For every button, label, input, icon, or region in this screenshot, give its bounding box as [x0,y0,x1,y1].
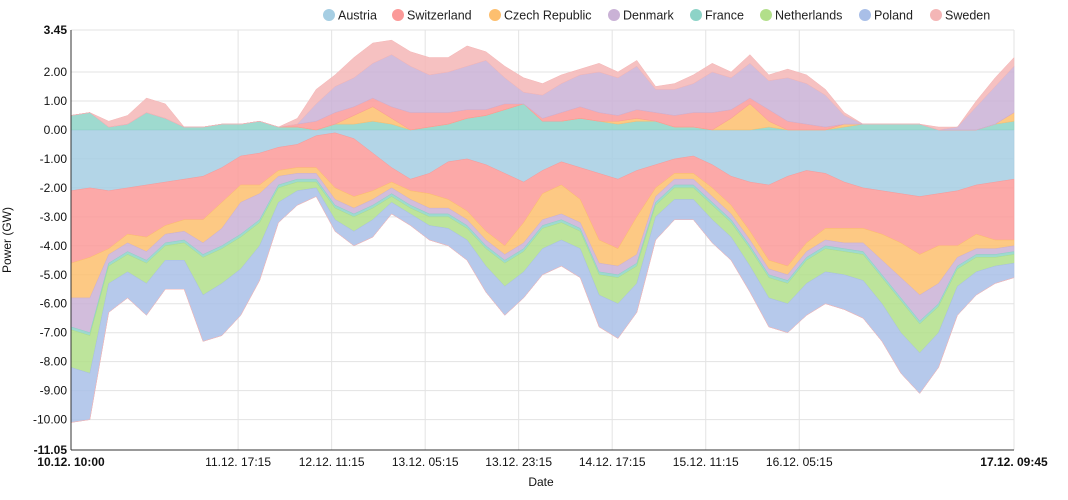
x-tick-label: 12.12. 11:15 [299,455,365,469]
y-tick-label: -3.00 [40,210,68,224]
y-tick-label: -8.00 [40,355,68,369]
legend-label: Denmark [623,9,674,23]
x-tick-label: 16.12. 05:15 [766,455,833,469]
x-tick-label: 14.12. 17:15 [579,455,646,469]
legend-item-austria[interactable]: Austria [323,9,377,23]
legend-swatch [323,9,335,21]
x-axis-title: Date [528,475,554,489]
x-axis-ticks: 10.12. 10:00 11.12. 17:15 12.12. 11:15 13.1… [37,455,1048,469]
y-tick-label: 0.00 [44,123,68,137]
x-tick-label: 17.12. 09:45 [980,455,1048,469]
x-tick-label: 15.12. 11:15 [673,455,739,469]
y-tick-label: -7.00 [40,326,68,340]
y-tick-label: -1.00 [40,152,68,166]
legend-item-denmark[interactable]: Denmark [608,9,674,23]
legend-swatch [930,9,942,21]
y-tick-label: -5.00 [40,268,68,282]
x-tick-label: 13.12. 23:15 [485,455,552,469]
legend-swatch [489,9,501,21]
y-tick-label: -4.00 [40,239,68,253]
legend-label: Netherlands [775,9,842,23]
legend-item-switzerland[interactable]: Switzerland [392,9,472,23]
y-tick-label: -9.00 [40,384,68,398]
area-sweden-export [70,39,1015,131]
legend-swatch [608,9,620,21]
legend-item-poland[interactable]: Poland [859,9,913,23]
y-axis-title: Power (GW) [0,207,14,273]
y-axis-ticks: 3.45 2.00 1.00 0.00 -1.00 -2.00 -3.00 -4.00 -5.0… [33,23,67,457]
y-tick-label: 3.45 [44,23,68,37]
y-tick-label: -11.05 [34,443,68,457]
legend-label: Sweden [945,9,990,23]
legend-swatch [392,9,404,21]
legend-label: Switzerland [407,9,472,23]
legend-label: France [705,9,744,23]
legend-swatch [859,9,871,21]
legend-item-sweden[interactable]: Sweden [930,9,990,23]
y-tick-label: -6.00 [40,297,68,311]
x-tick-label: 13.12. 05:15 [392,455,459,469]
x-tick-label: 10.12. 10:00 [37,455,105,469]
legend-label: Czech Republic [504,9,592,23]
legend-label: Austria [338,9,377,23]
legend-item-netherlands[interactable]: Netherlands [760,9,842,23]
legend-swatch [760,9,772,21]
y-tick-label: -2.00 [40,181,68,195]
chart-axes [70,30,1014,451]
legend-item-czech-republic[interactable]: Czech Republic [489,9,592,23]
chart-legend[interactable]: Austria Switzerland Czech Republic Denmark F… [323,9,990,23]
x-tick-label: 11.12. 17:15 [205,455,271,469]
y-tick-label: 1.00 [44,94,68,108]
legend-swatch [690,9,702,21]
legend-item-france[interactable]: France [690,9,744,23]
y-tick-label: 2.00 [44,65,68,79]
y-tick-label: -10.00 [33,413,67,427]
chart-areas [70,39,1015,423]
legend-label: Poland [874,9,913,23]
